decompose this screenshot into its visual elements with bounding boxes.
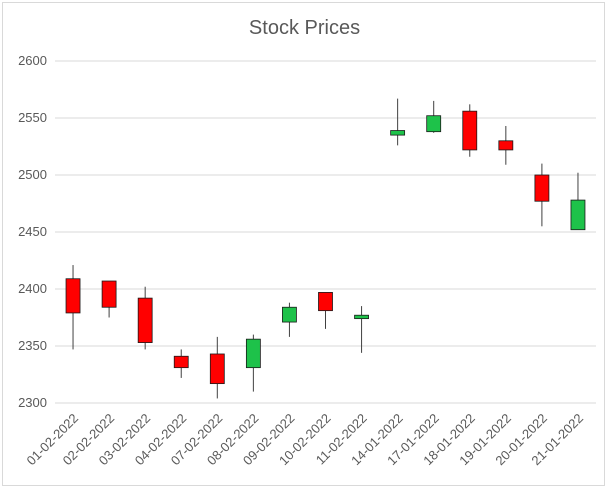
- candles: [65, 98, 586, 399]
- candle-body: [498, 140, 514, 151]
- candle-body: [390, 130, 406, 136]
- candle-body: [173, 355, 189, 369]
- candlestick-chart: 2300 2350 2400 2450 2500 2550 2600 01-02-20220…: [18, 53, 596, 469]
- y-tick-label: 2500: [18, 167, 47, 182]
- y-tick-label: 2600: [18, 53, 47, 68]
- y-tick-label: 2350: [18, 338, 47, 353]
- gridlines: [55, 60, 596, 404]
- y-tick-label: 2450: [18, 224, 47, 239]
- candle-body: [570, 199, 586, 231]
- candle-body: [209, 353, 225, 385]
- chart-frame: Stock Prices 2300 2350 2400 2450 2500 2550 260…: [2, 2, 605, 486]
- candle-body: [101, 280, 117, 308]
- candle-body: [65, 278, 81, 314]
- candle-body: [245, 338, 261, 369]
- x-axis-tick-labels: 01-02-202202-02-202203-02-202204-02-2022…: [24, 411, 587, 469]
- candle-body: [462, 110, 478, 151]
- y-tick-label: 2550: [18, 110, 47, 125]
- y-tick-label: 2400: [18, 281, 47, 296]
- y-axis-tick-labels: 2300 2350 2400 2450 2500 2550 2600: [18, 53, 47, 410]
- candle-body: [318, 292, 333, 312]
- candle-body: [354, 314, 369, 320]
- chart-title: Stock Prices: [248, 17, 361, 39]
- candle-body: [137, 297, 153, 343]
- candle-body: [534, 174, 550, 202]
- y-tick-label: 2300: [18, 395, 47, 410]
- candle-body: [282, 306, 297, 323]
- candle-body: [426, 115, 442, 133]
